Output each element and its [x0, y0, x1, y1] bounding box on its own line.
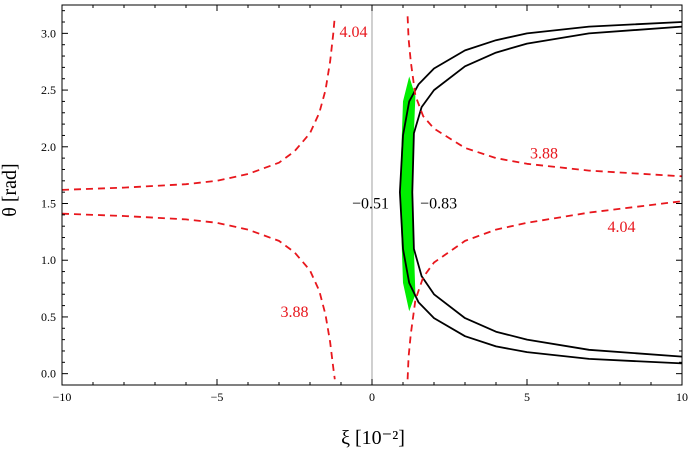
y-axis-title: θ [rad]	[0, 163, 21, 216]
axis-ticks: −10 −5 0 5 10 0.0 0.5 1.0 1.5 2.0 2.5 3.0	[41, 5, 688, 404]
label-404-right: 4.04	[608, 219, 636, 236]
y-tick-label: 2.0	[41, 140, 56, 154]
red-lower-right-contour	[406, 200, 682, 380]
red-upper-left-contour	[62, 16, 336, 191]
y-tick-label: 0.0	[41, 367, 56, 381]
red-lower-left-contour	[62, 212, 336, 380]
x-tick-label: −5	[211, 390, 224, 404]
label-388-left: 3.88	[281, 304, 309, 321]
y-tick-label: 2.5	[41, 83, 56, 97]
y-tick-label: 1.0	[41, 253, 56, 267]
label-404-top: 4.04	[339, 24, 367, 41]
y-tick-label: 0.5	[41, 310, 56, 324]
y-tick-label: 3.0	[41, 26, 56, 40]
label-083: −0.83	[420, 195, 457, 212]
y-tick-label: 1.5	[41, 197, 56, 211]
x-tick-label: 0	[369, 390, 375, 404]
x-tick-label: −10	[53, 390, 72, 404]
red-upper-right-contour	[406, 16, 682, 178]
plot-area: 4.04 3.88 4.04 3.88 −0.51 −0.83	[62, 5, 682, 385]
label-051: −0.51	[352, 195, 389, 212]
black-inner-contour	[411, 25, 682, 358]
black-outer-contour	[398, 21, 682, 365]
x-tick-label: 10	[676, 390, 688, 404]
label-388-right: 3.88	[530, 145, 558, 162]
x-tick-label: 5	[524, 390, 530, 404]
x-axis-title: ξ [10⁻²]	[341, 427, 405, 449]
